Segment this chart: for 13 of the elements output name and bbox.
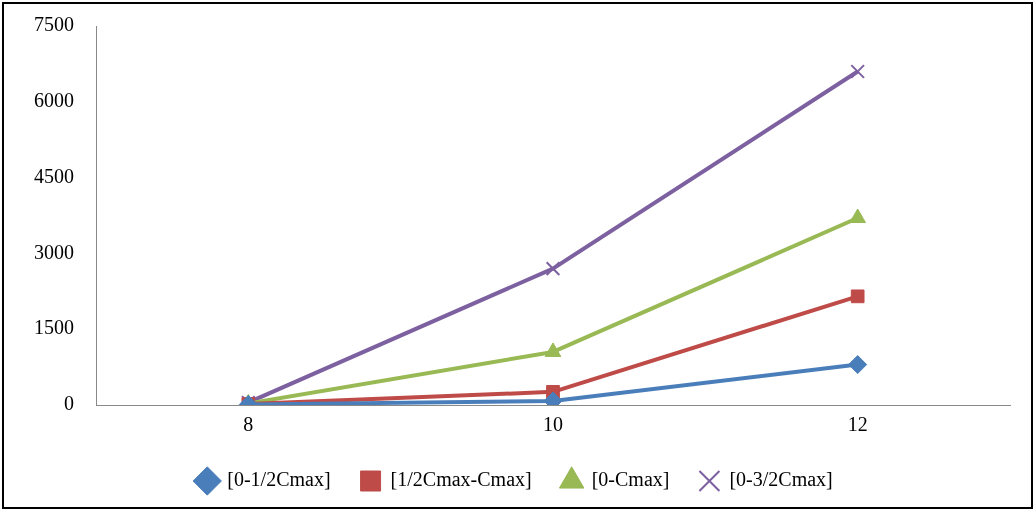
legend-label: [0-3/2Cmax] <box>729 468 833 491</box>
y-tick-label: 3000 <box>34 240 74 263</box>
y-tick-label: 4500 <box>34 164 74 187</box>
x-tick-label: 8 <box>243 413 254 436</box>
y-tick-label: 7500 <box>34 13 74 36</box>
legend-label: [0-Cmax] <box>591 468 670 491</box>
legend-label: [1/2Cmax-Cmax] <box>390 468 532 491</box>
y-tick-label: 6000 <box>34 89 74 112</box>
y-tick-label: 1500 <box>34 316 74 339</box>
y-tick-label: 0 <box>64 392 74 415</box>
legend-label: [0-1/2Cmax] <box>227 468 331 491</box>
x-tick-label: 10 <box>543 413 563 436</box>
x-tick-label: 12 <box>847 413 868 436</box>
